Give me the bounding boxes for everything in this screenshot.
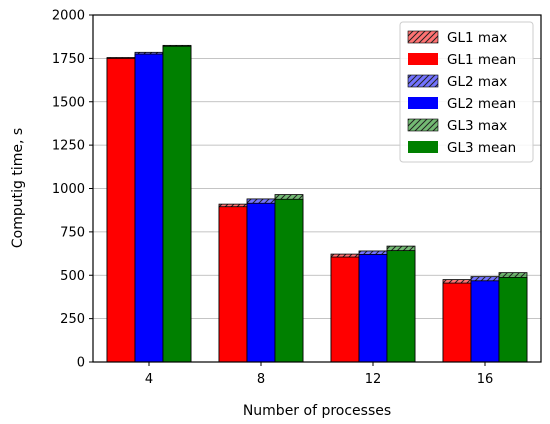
bar-gl3-mean: [498, 276, 528, 363]
y-tick-label: 2000: [52, 9, 85, 24]
legend-swatch: [408, 141, 438, 153]
x-tick-label: 8: [257, 372, 265, 387]
y-tick-label: 1250: [52, 139, 85, 154]
bars: [106, 44, 528, 363]
legend-swatch: [408, 53, 438, 65]
bar-gl1-mean: [442, 282, 472, 363]
legend-label: GL3 mean: [447, 140, 516, 156]
legend: GL1 max GL1 mean GL2 max GL2 mean GL3 max GL3…: [399, 21, 534, 163]
legend-label: GL2 max: [447, 74, 507, 90]
legend-label: GL1 mean: [447, 52, 516, 68]
legend-label: GL3 max: [447, 118, 507, 134]
legend-swatch: [407, 30, 439, 44]
bar-gl3-mean: [274, 198, 304, 363]
bar-gl2-mean: [470, 280, 500, 363]
legend-label: GL1 max: [447, 30, 507, 46]
bar-gl2-mean: [134, 53, 164, 363]
bar-gl2-mean: [358, 254, 388, 363]
y-tick-label: 1000: [52, 182, 85, 197]
bar-gl1-mean: [106, 57, 136, 363]
bar-gl2-mean: [246, 202, 276, 363]
legend-swatch: [407, 74, 439, 88]
bar-gl3-mean: [386, 250, 416, 363]
x-tick-label: 4: [145, 372, 153, 387]
bar-gl1-mean: [330, 256, 360, 363]
axes: 0 250 500 750 1000 1250 1500 1750 2000 4 8 12 16: [52, 9, 542, 387]
bar-gl3-mean: [162, 45, 192, 363]
bar-gl1-mean: [218, 206, 248, 363]
y-tick-label: 500: [60, 269, 85, 284]
y-tick-label: 1750: [52, 52, 85, 67]
legend-swatch: [408, 97, 438, 109]
y-tick-label: 750: [60, 225, 85, 240]
legend-swatch: [407, 118, 439, 132]
x-axis-label: Number of processes: [243, 403, 391, 419]
legend-label: GL2 mean: [447, 96, 516, 112]
plot-frame: [92, 14, 542, 363]
y-axis-label: Computig time, s: [10, 128, 26, 248]
x-tick-label: 12: [365, 372, 382, 387]
y-tick-label: 250: [60, 312, 85, 327]
y-tick-label: 1500: [52, 95, 85, 110]
y-tick-label: 0: [77, 356, 85, 371]
x-tick-label: 16: [477, 372, 494, 387]
